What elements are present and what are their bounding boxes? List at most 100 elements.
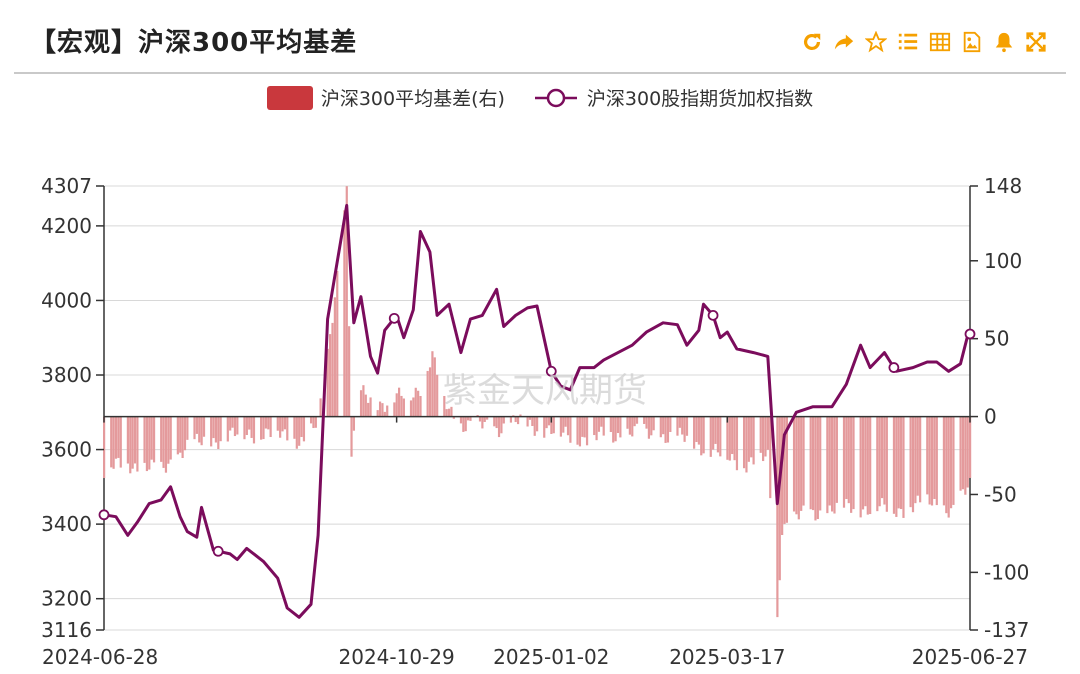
basis-bar <box>312 416 315 429</box>
basis-bar <box>226 416 229 442</box>
refresh-icon[interactable] <box>800 30 824 54</box>
basis-bar <box>486 416 489 420</box>
basis-bar <box>236 416 239 435</box>
basis-bar <box>409 400 413 417</box>
basis-bar <box>459 416 463 424</box>
basis-bar <box>609 416 612 433</box>
basis-bar <box>835 416 838 503</box>
basis-bar <box>559 416 562 437</box>
basis-bar <box>269 416 272 438</box>
basis-bar <box>431 351 434 417</box>
x-tick-label: 2024-06-28 <box>42 645 158 669</box>
fullscreen-icon[interactable] <box>1024 30 1048 54</box>
basis-bar <box>200 416 203 446</box>
basis-bar <box>469 416 472 421</box>
table-icon[interactable] <box>928 30 952 54</box>
basis-bar <box>581 416 584 437</box>
basis-bar <box>495 416 498 429</box>
basis-bar <box>145 416 149 472</box>
basis-bar <box>414 387 417 417</box>
y-left-tick-label: 4000 <box>41 288 92 312</box>
basis-bar <box>231 416 234 428</box>
basis-bar <box>593 416 596 436</box>
y-right-tick-label: 50 <box>984 327 1009 351</box>
basis-bar <box>264 416 267 429</box>
basis-bar <box>731 416 734 455</box>
star-icon[interactable] <box>864 30 888 54</box>
legend-item-index[interactable]: 沪深300股指期货加权指数 <box>533 84 813 111</box>
basis-bar <box>367 402 370 417</box>
basis-bar <box>700 416 703 456</box>
basis-bar <box>148 416 151 470</box>
basis-bar <box>214 416 218 443</box>
basis-bar <box>878 416 881 507</box>
basis-bar <box>583 416 586 438</box>
basis-bar <box>352 416 356 431</box>
basis-bar <box>229 416 232 431</box>
basis-bar <box>478 416 482 422</box>
basis-bar <box>814 416 817 521</box>
basis-bar <box>514 416 517 423</box>
basis-bar <box>331 322 334 417</box>
image-icon[interactable] <box>960 30 984 54</box>
basis-bar <box>652 416 655 431</box>
basis-bar <box>845 416 848 500</box>
basis-bar <box>664 416 667 443</box>
basis-bar <box>619 416 622 438</box>
basis-bar <box>543 416 546 438</box>
basis-bar <box>276 416 279 431</box>
basis-bar <box>447 408 451 417</box>
basis-bar <box>776 416 779 618</box>
x-tick-label: 2024-10-29 <box>339 645 455 669</box>
basis-bar <box>428 367 432 417</box>
basis-bar <box>666 416 670 443</box>
basis-bar <box>295 416 298 449</box>
basis-bar <box>110 416 113 468</box>
index-marker <box>212 545 224 557</box>
basis-bar <box>726 416 729 460</box>
share-icon[interactable] <box>832 30 856 54</box>
list-icon[interactable] <box>896 30 920 54</box>
basis-bar <box>119 416 122 468</box>
basis-bar <box>364 394 367 417</box>
basis-bar <box>169 416 172 460</box>
legend-label-basis: 沪深300平均基差(右) <box>320 88 505 110</box>
basis-bar <box>895 416 898 517</box>
basis-bar <box>136 416 139 472</box>
watermark: 紫金天风期货 <box>443 371 647 411</box>
basis-bar <box>150 416 153 460</box>
basis-bar <box>564 416 567 427</box>
basis-bar <box>595 416 598 441</box>
basis-bar <box>900 416 903 510</box>
basis-bar <box>260 416 263 440</box>
basis-bar <box>816 416 819 520</box>
basis-bar <box>419 395 422 417</box>
basis-bar <box>369 397 372 417</box>
basis-bar <box>643 416 646 424</box>
basis-bar <box>885 416 888 512</box>
basis-bar <box>393 402 396 417</box>
legend-item-basis[interactable]: 沪深300平均基差(右) <box>266 84 505 111</box>
basis-bar <box>193 416 196 440</box>
bell-icon[interactable] <box>992 30 1016 54</box>
basis-bar <box>685 416 689 436</box>
header-divider <box>14 72 1066 74</box>
basis-bar <box>179 416 182 453</box>
basis-bar <box>828 416 831 506</box>
basis-bar <box>219 416 222 442</box>
basis-bar <box>210 416 213 447</box>
basis-bar <box>852 416 855 510</box>
basis-bar <box>243 416 246 440</box>
basis-bar <box>695 416 698 442</box>
basis-bar <box>942 416 946 506</box>
basis-bar <box>819 416 822 511</box>
basis-bar <box>252 416 256 444</box>
y-left-tick-label: 3116 <box>41 618 92 642</box>
basis-bar <box>412 397 415 417</box>
basis-bar <box>785 416 789 523</box>
basis-bar <box>616 416 620 434</box>
basis-bar <box>528 416 532 420</box>
basis-bar <box>683 416 686 442</box>
basis-bar <box>659 416 662 438</box>
basis-bar <box>716 416 720 453</box>
